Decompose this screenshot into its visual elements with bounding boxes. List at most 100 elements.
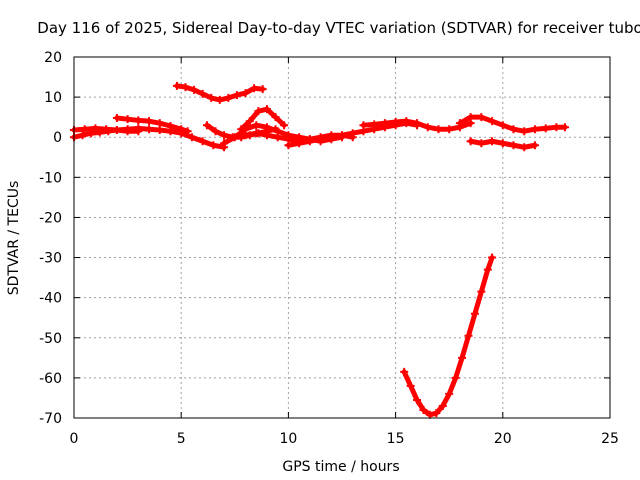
data-point bbox=[338, 131, 346, 140]
data-point bbox=[273, 133, 282, 142]
data-point bbox=[483, 265, 492, 274]
data-point bbox=[466, 137, 475, 146]
data-point bbox=[91, 124, 100, 133]
y-tick-label: 0 bbox=[53, 130, 62, 146]
data-point bbox=[406, 381, 415, 390]
series-trace bbox=[71, 125, 227, 150]
data-point bbox=[488, 253, 497, 262]
data-point bbox=[451, 373, 460, 382]
data-point bbox=[155, 126, 164, 135]
data-point bbox=[123, 127, 132, 136]
data-point bbox=[198, 89, 207, 98]
data-point bbox=[477, 287, 486, 296]
data-point bbox=[498, 139, 507, 148]
data-point bbox=[145, 125, 154, 134]
data-point bbox=[380, 119, 389, 128]
data-point bbox=[470, 309, 479, 318]
data-point bbox=[295, 139, 304, 148]
data-point bbox=[145, 117, 154, 126]
data-point bbox=[230, 133, 239, 142]
y-tick-label: 10 bbox=[44, 90, 62, 106]
data-point bbox=[215, 95, 224, 104]
data-point bbox=[445, 125, 454, 134]
data-point bbox=[123, 115, 132, 124]
data-point bbox=[530, 125, 539, 134]
data-point bbox=[466, 113, 475, 122]
data-point bbox=[241, 89, 250, 98]
data-point bbox=[198, 137, 207, 146]
y-tick-label: 20 bbox=[44, 50, 62, 66]
data-point bbox=[220, 139, 229, 148]
x-axis-title: GPS time / hours bbox=[282, 459, 399, 475]
data-point bbox=[241, 131, 250, 140]
data-point bbox=[209, 141, 218, 150]
y-tick-label: -50 bbox=[39, 331, 62, 347]
data-point bbox=[262, 131, 271, 140]
data-point bbox=[400, 367, 409, 376]
data-point bbox=[284, 141, 293, 150]
data-point bbox=[402, 117, 411, 126]
data-point bbox=[413, 395, 422, 404]
data-point bbox=[458, 353, 467, 362]
data-point bbox=[391, 117, 400, 126]
data-point bbox=[423, 123, 432, 132]
x-tick-label: 5 bbox=[177, 431, 186, 447]
data-point bbox=[232, 91, 241, 100]
data-point bbox=[190, 85, 199, 94]
data-point bbox=[258, 85, 267, 94]
data-point bbox=[464, 331, 473, 340]
data-point bbox=[187, 133, 196, 142]
data-point bbox=[220, 131, 229, 140]
data-point bbox=[438, 401, 447, 410]
data-point bbox=[134, 116, 143, 125]
data-point bbox=[102, 125, 111, 134]
grid bbox=[74, 57, 610, 418]
x-tick-label: 15 bbox=[387, 431, 405, 447]
series-arc-12 bbox=[466, 137, 539, 152]
data-point bbox=[250, 84, 259, 93]
data-point bbox=[488, 117, 497, 126]
data-point bbox=[172, 81, 181, 90]
series-arc-11 bbox=[455, 113, 569, 136]
x-tick-label: 0 bbox=[70, 431, 79, 447]
data-point bbox=[224, 93, 233, 102]
data-point bbox=[252, 121, 261, 130]
data-point bbox=[348, 129, 357, 138]
data-point bbox=[498, 121, 507, 130]
chart-title: Day 116 of 2025, Sidereal Day-to-day VTE… bbox=[37, 19, 640, 37]
data-point bbox=[530, 141, 539, 150]
data-point bbox=[445, 389, 454, 398]
y-tick-label: -10 bbox=[39, 170, 62, 186]
data-point bbox=[177, 125, 186, 134]
series-arc-13 bbox=[400, 253, 497, 419]
y-tick-label: -40 bbox=[39, 291, 62, 307]
series-trace bbox=[401, 255, 495, 418]
data-point bbox=[370, 120, 379, 129]
data-point bbox=[560, 123, 569, 132]
x-tick-label: 25 bbox=[601, 431, 619, 447]
data-point bbox=[252, 129, 261, 138]
data-point bbox=[237, 125, 246, 134]
data-point bbox=[211, 127, 220, 136]
data-point bbox=[552, 123, 561, 132]
data-point bbox=[271, 113, 280, 122]
data-point bbox=[434, 125, 443, 134]
data-point bbox=[359, 121, 368, 130]
x-tick-label: 20 bbox=[494, 431, 512, 447]
data-point bbox=[181, 83, 190, 92]
data-point bbox=[134, 127, 143, 136]
data-point bbox=[202, 121, 211, 130]
data-point bbox=[477, 113, 486, 122]
y-axis-ticks: -70 -60 -50 -40 -30 -20 -10 0 10 20 bbox=[39, 50, 610, 427]
data-point bbox=[112, 113, 121, 122]
data-point bbox=[305, 137, 314, 146]
y-tick-label: -20 bbox=[39, 210, 62, 226]
data-point bbox=[413, 119, 422, 128]
y-tick-label: -60 bbox=[39, 371, 62, 387]
data-point bbox=[419, 405, 428, 414]
series-arc-3 bbox=[112, 113, 192, 136]
data-point bbox=[432, 409, 441, 418]
data-point bbox=[183, 127, 192, 136]
series-trace bbox=[238, 106, 287, 132]
